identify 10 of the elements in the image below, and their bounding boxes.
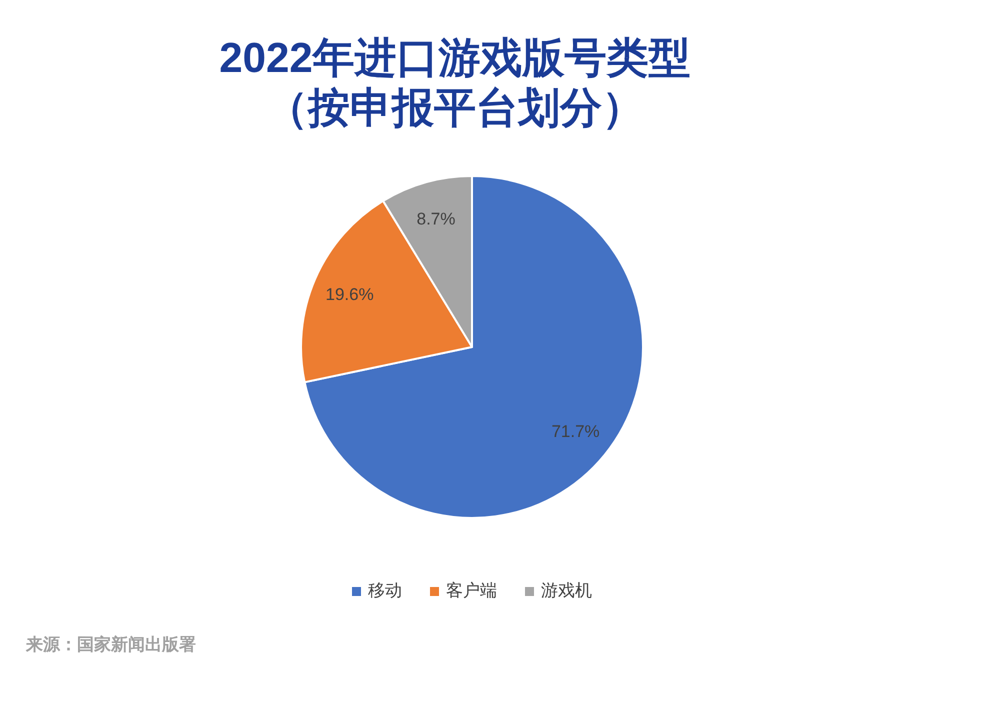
legend-label: 移动 xyxy=(368,581,402,600)
chart-title: 2022年进口游戏版号类型 xyxy=(219,34,691,81)
data-label: 8.7% xyxy=(416,210,456,229)
source-note: 来源：国家新闻出版署 xyxy=(25,635,196,654)
pie-slice xyxy=(304,175,644,519)
legend-label: 客户端 xyxy=(446,581,497,600)
chart-subtitle: （按申报平台划分） xyxy=(266,84,644,131)
legend-label: 游戏机 xyxy=(541,581,592,600)
data-label: 71.7% xyxy=(551,422,600,442)
data-label: 19.6% xyxy=(325,285,374,304)
